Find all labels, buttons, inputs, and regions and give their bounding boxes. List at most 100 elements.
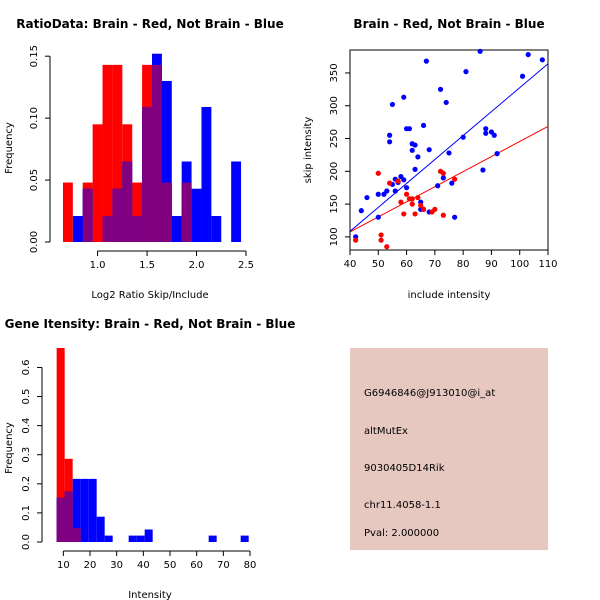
ratio-histogram-bar-not-brain: [231, 161, 242, 242]
intensity-histogram-bar-overlap: [72, 528, 81, 542]
scatter-point-brain: [401, 211, 407, 217]
scatter-point-brain: [418, 202, 424, 209]
scatter-y-tick-label: 350: [329, 63, 340, 82]
info-panel-background: [350, 348, 548, 550]
scatter-point-not-brain: [519, 73, 526, 79]
intensity-histogram-bar-not-brain: [136, 535, 145, 542]
ratio-histogram-bar-overlap: [161, 182, 172, 242]
scatter-x-tick-label: 70: [428, 259, 441, 270]
scatter-point-not-brain: [463, 69, 469, 75]
intensity-histogram-bar-overlap: [64, 491, 73, 542]
scatter-point-not-brain: [483, 126, 489, 132]
scatter-point-brain: [403, 191, 410, 197]
fit-line-not-brain: [349, 63, 549, 232]
intensity-histogram-y-axis: 0.0 0.1 0.2 0.3 0.4 0.5 0.6: [21, 360, 43, 550]
scatter-point-brain: [440, 170, 446, 176]
intensity-histogram: Gene Itensity: Brain - Red, Not Brain - …: [4, 317, 295, 600]
intensity-histogram-x-tick-label: 20: [84, 560, 97, 571]
scatter-x-axis: 40 50 60 70 80 90 100 110: [344, 249, 558, 270]
intensity-histogram-bar-overlap: [56, 497, 65, 542]
intensity-histogram-x-axis: 10 20 30 40 50 60 70 80: [57, 550, 257, 571]
scatter-point-brain: [353, 237, 359, 243]
scatter-point-not-brain: [412, 166, 418, 172]
scatter-point-brain: [387, 180, 393, 186]
intensity-histogram-bar-not-brain: [96, 516, 105, 542]
ratio-histogram-x-tick-label: 2.0: [189, 260, 205, 271]
ratio-histogram-bar-not-brain: [191, 188, 202, 242]
intensity-histogram-y-tick-label: 0.5: [21, 389, 32, 405]
scatter-point-not-brain: [443, 99, 449, 106]
intensity-scatter: Brain - Red, Not Brain - Blue 40 50 60 70 80…: [303, 17, 558, 301]
intensity-histogram-bar-not-brain: [128, 535, 137, 542]
ratio-histogram-y-tick-label: 0.05: [29, 169, 40, 191]
intensity-histogram-x-tick-label: 60: [190, 560, 203, 571]
scatter-point-not-brain: [477, 48, 483, 54]
scatter-point-not-brain: [426, 147, 432, 153]
intensity-histogram-y-tick-label: 0.2: [21, 476, 32, 492]
scatter-point-not-brain: [415, 154, 421, 160]
scatter-title: Brain - Red, Not Brain - Blue: [353, 17, 544, 31]
scatter-x-tick-label: 100: [510, 259, 529, 270]
ratio-histogram-bar-brain: [132, 182, 143, 242]
intensity-histogram-bar-brain: [56, 347, 65, 542]
ratio-histogram-bar-brain: [92, 124, 103, 242]
ratio-histogram-bar-overlap: [102, 215, 113, 242]
scatter-ylabel: skip intensity: [303, 117, 314, 184]
scatter-point-not-brain: [480, 167, 486, 173]
ratio-histogram-bar-not-brain: [161, 80, 172, 242]
scatter-frame: [349, 49, 549, 251]
scatter-point-brain: [398, 199, 404, 205]
scatter-point-not-brain: [420, 122, 427, 129]
pval: Pval: 2.000000: [364, 528, 439, 539]
scatter-point-not-brain: [437, 86, 444, 92]
scatter-point-not-brain: [483, 130, 489, 136]
ratio-histogram-bar-brain: [62, 182, 73, 242]
scatter-point-not-brain: [449, 180, 455, 186]
fit-line-brain: [349, 125, 549, 233]
scatter-fit-lines: [349, 63, 549, 233]
ratio-histogram-bar-overlap: [142, 106, 152, 242]
scatter-y-tick-label: 200: [329, 162, 340, 181]
scatter-y-tick-label: 150: [329, 195, 340, 214]
ratio-histogram-y-tick-label: 0.10: [29, 107, 40, 129]
scatter-point-not-brain: [494, 151, 500, 157]
ratio-histogram-bar-not-brain: [211, 215, 222, 242]
scatter-point-not-brain: [539, 57, 545, 63]
scatter-point-brain: [452, 176, 458, 182]
scatter-y-tick-label: 100: [329, 227, 340, 246]
intensity-histogram-x-tick-label: 40: [137, 560, 150, 571]
scatter-point-not-brain: [375, 191, 381, 197]
scatter-point-brain: [378, 232, 384, 238]
scatter-point-not-brain: [452, 214, 458, 220]
scatter-point-not-brain: [409, 147, 415, 153]
ratio-histogram: RatioData: Brain - Red, Not Brain - Blue…: [4, 17, 284, 301]
intensity-histogram-y-tick-label: 0.6: [21, 360, 32, 376]
scatter-y-tick-label: 250: [329, 129, 340, 148]
scatter-point-not-brain: [392, 188, 398, 194]
ratio-histogram-ylabel: Frequency: [4, 122, 15, 174]
ratio-histogram-title: RatioData: Brain - Red, Not Brain - Blue: [16, 17, 283, 31]
scatter-point-not-brain: [387, 132, 393, 138]
ratio-histogram-x-tick-label: 2.5: [238, 260, 254, 271]
ratio-histogram-bar-overlap: [82, 188, 93, 242]
scatter-point-brain: [378, 237, 384, 243]
scatter-point-brain: [375, 170, 381, 176]
scatter-point-not-brain: [406, 126, 412, 132]
intensity-histogram-xlabel: Intensity: [128, 590, 172, 600]
scatter-point-not-brain: [460, 134, 466, 140]
intensity-histogram-bar-not-brain: [80, 478, 89, 542]
scatter-point-brain: [420, 206, 427, 212]
gene-name: 9030405D14Rik: [364, 463, 445, 474]
intensity-histogram-x-tick-label: 80: [244, 560, 257, 571]
scatter-point-brain: [409, 196, 415, 202]
scatter-point-brain: [412, 211, 418, 217]
scatter-point-not-brain: [423, 58, 429, 64]
scatter-point-not-brain: [364, 194, 370, 201]
ratio-histogram-bar-brain: [112, 64, 123, 242]
ratio-histogram-bar-overlap: [122, 161, 133, 242]
scatter-point-brain: [395, 178, 401, 184]
intensity-histogram-y-tick-label: 0.4: [21, 418, 32, 434]
scatter-y-tick-label: 300: [329, 96, 340, 115]
ratio-histogram-bar-not-brain: [72, 215, 83, 242]
scatter-point-not-brain: [387, 139, 393, 145]
